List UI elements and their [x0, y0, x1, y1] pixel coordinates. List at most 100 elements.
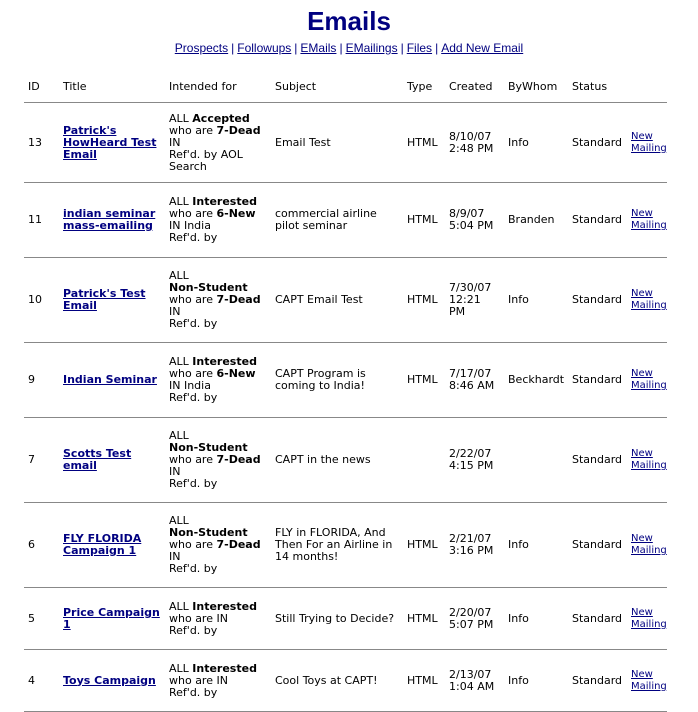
created-line: 2/13/07: [449, 667, 492, 681]
intended-for-text: IN: [169, 465, 181, 478]
created-line: 2/21/07: [449, 532, 492, 545]
intended-for-highlight: Accepted: [192, 111, 250, 125]
table-header-row: ID Title Intended for Subject Type Creat…: [24, 70, 667, 103]
table-row: 13 Patrick's HowHeard Test Email ALL Accepte…: [24, 102, 667, 183]
nav-separator: |: [339, 41, 343, 55]
nav-link-emails[interactable]: EMails: [300, 41, 337, 55]
email-title-link[interactable]: Patrick's HowHeard Test Email: [63, 124, 165, 161]
cell-intended-for: ALL Interested who are IN Ref'd. by: [165, 649, 271, 712]
emails-table: ID Title Intended for Subject Type Creat…: [24, 70, 667, 712]
created-line: 7/17/07: [449, 367, 492, 380]
intended-for-text: Ref'd. by: [169, 477, 218, 490]
created-line: 2:48 PM: [449, 141, 494, 155]
intended-for-line: ALL: [169, 515, 271, 527]
email-title-link[interactable]: Scotts Test email: [63, 448, 165, 472]
cell-title: Toys Campaign: [59, 649, 165, 712]
cell-title: Price Campaign 1: [59, 587, 165, 650]
new-mailing-link[interactable]: New Mailing: [631, 669, 667, 693]
intended-for-line: ALL Interested: [169, 356, 271, 368]
intended-for-highlight: Interested: [192, 355, 257, 368]
new-mailing-link[interactable]: New Mailing: [631, 607, 667, 631]
intended-for-line: Ref'd. by: [169, 392, 271, 404]
cell-created: 8/10/07 2:48 PM: [445, 102, 504, 183]
intended-for-line: IN: [169, 466, 271, 478]
intended-for-text: Ref'd. by: [169, 231, 218, 244]
cell-type: HTML: [403, 182, 445, 258]
new-mailing-line: New: [631, 368, 653, 379]
subject-line: Cool Toys at CAPT!: [275, 673, 378, 687]
cell-bywhom: [504, 417, 568, 503]
email-title-line: mass-emailing: [63, 219, 153, 232]
intended-for-line: Ref'd. by: [169, 318, 271, 330]
created-line: 8:46 AM: [449, 379, 495, 392]
intended-for-text: ALL: [169, 661, 193, 675]
email-title-link[interactable]: Indian Seminar: [63, 374, 165, 386]
intended-for-line: Ref'd. by: [169, 563, 271, 575]
cell-id: 7: [24, 417, 59, 503]
email-title-link[interactable]: Price Campaign 1: [63, 606, 165, 631]
created-line: 8/9/07: [449, 207, 485, 220]
email-title-link[interactable]: indian seminar mass-emailing: [63, 208, 165, 232]
subject-line: CAPT Email Test: [275, 293, 363, 306]
email-title-line: FLY FLORIDA: [63, 532, 142, 545]
email-id: 11: [28, 213, 42, 226]
email-type: HTML: [407, 673, 438, 687]
subject-line: commercial airline: [275, 207, 377, 220]
email-title-link[interactable]: Toys Campaign: [63, 674, 165, 687]
new-mailing-line: Mailing: [631, 460, 667, 471]
intended-for-line: Ref'd. by: [169, 478, 271, 490]
intended-for-line: who are 7-Dead: [169, 539, 271, 551]
nav-link-files[interactable]: Files: [406, 41, 433, 55]
cell-bywhom: Info: [504, 502, 568, 588]
new-mailing-line: New: [631, 448, 653, 459]
intended-for-text: ALL: [169, 195, 193, 208]
cell-id: 5: [24, 587, 59, 650]
email-id: 7: [28, 453, 35, 466]
cell-title: Patrick's HowHeard Test Email: [59, 102, 165, 183]
cell-status: Standard: [568, 502, 627, 588]
subject-line: coming to India!: [275, 379, 365, 392]
intended-for-line: Non-Student: [169, 442, 271, 454]
new-mailing-link[interactable]: New Mailing: [631, 368, 667, 392]
intended-for-text: who are: [169, 207, 217, 220]
intended-for-highlight: 7-Dead: [216, 453, 261, 466]
email-title-line: Patrick's Test: [63, 287, 146, 300]
subject-line: CAPT in the news: [275, 453, 371, 466]
intended-for-line: IN: [169, 136, 271, 149]
email-title-link[interactable]: Patrick's Test Email: [63, 288, 165, 312]
table-row: 5 Price Campaign 1 ALL Interested who are IN…: [24, 587, 667, 650]
nav-link-followups[interactable]: Followups: [237, 41, 292, 55]
cell-intended-for: ALL Accepted who are 7-Dead IN Ref'd. by AO…: [165, 102, 271, 183]
intended-for-text: who are IN: [169, 673, 228, 687]
subject-line: CAPT Program is: [275, 367, 366, 380]
cell-action: New Mailing: [627, 649, 667, 712]
cell-id: 9: [24, 342, 59, 418]
new-mailing-link[interactable]: New Mailing: [631, 131, 667, 155]
cell-id: 6: [24, 502, 59, 588]
table-row: 9 Indian Seminar ALL Interested who are 6-N…: [24, 342, 667, 418]
new-mailing-line: Mailing: [631, 220, 667, 231]
email-id: 4: [28, 673, 35, 687]
intended-for-highlight: 6-New: [216, 367, 256, 380]
nav-link-add-new-email[interactable]: Add New Email: [441, 41, 524, 55]
intended-for-text: ALL: [169, 355, 193, 368]
nav-link-prospects[interactable]: Prospects: [174, 41, 229, 55]
nav-link-emailings[interactable]: EMailings: [345, 41, 398, 55]
table-body: 13 Patrick's HowHeard Test Email ALL Accepte…: [24, 102, 667, 712]
cell-action: New Mailing: [627, 342, 667, 418]
intended-for-text: Ref'd. by AOL: [169, 147, 243, 161]
new-mailing-link[interactable]: New Mailing: [631, 208, 667, 232]
email-title-link[interactable]: FLY FLORIDA Campaign 1: [63, 533, 165, 557]
table-row: 7 Scotts Test email ALL Non-Student who are 7…: [24, 417, 667, 503]
nav-separator: |: [294, 41, 298, 55]
new-mailing-link[interactable]: New Mailing: [631, 448, 667, 472]
new-mailing-link[interactable]: New Mailing: [631, 533, 667, 557]
cell-bywhom: Info: [504, 257, 568, 343]
intended-for-highlight: Non-Student: [169, 441, 248, 454]
new-mailing-line: Mailing: [631, 380, 667, 391]
new-mailing-line: Mailing: [631, 680, 667, 692]
email-title-line: Email: [63, 299, 97, 312]
new-mailing-link[interactable]: New Mailing: [631, 288, 667, 312]
intended-for-text: Ref'd. by: [169, 562, 218, 575]
cell-action: New Mailing: [627, 587, 667, 650]
